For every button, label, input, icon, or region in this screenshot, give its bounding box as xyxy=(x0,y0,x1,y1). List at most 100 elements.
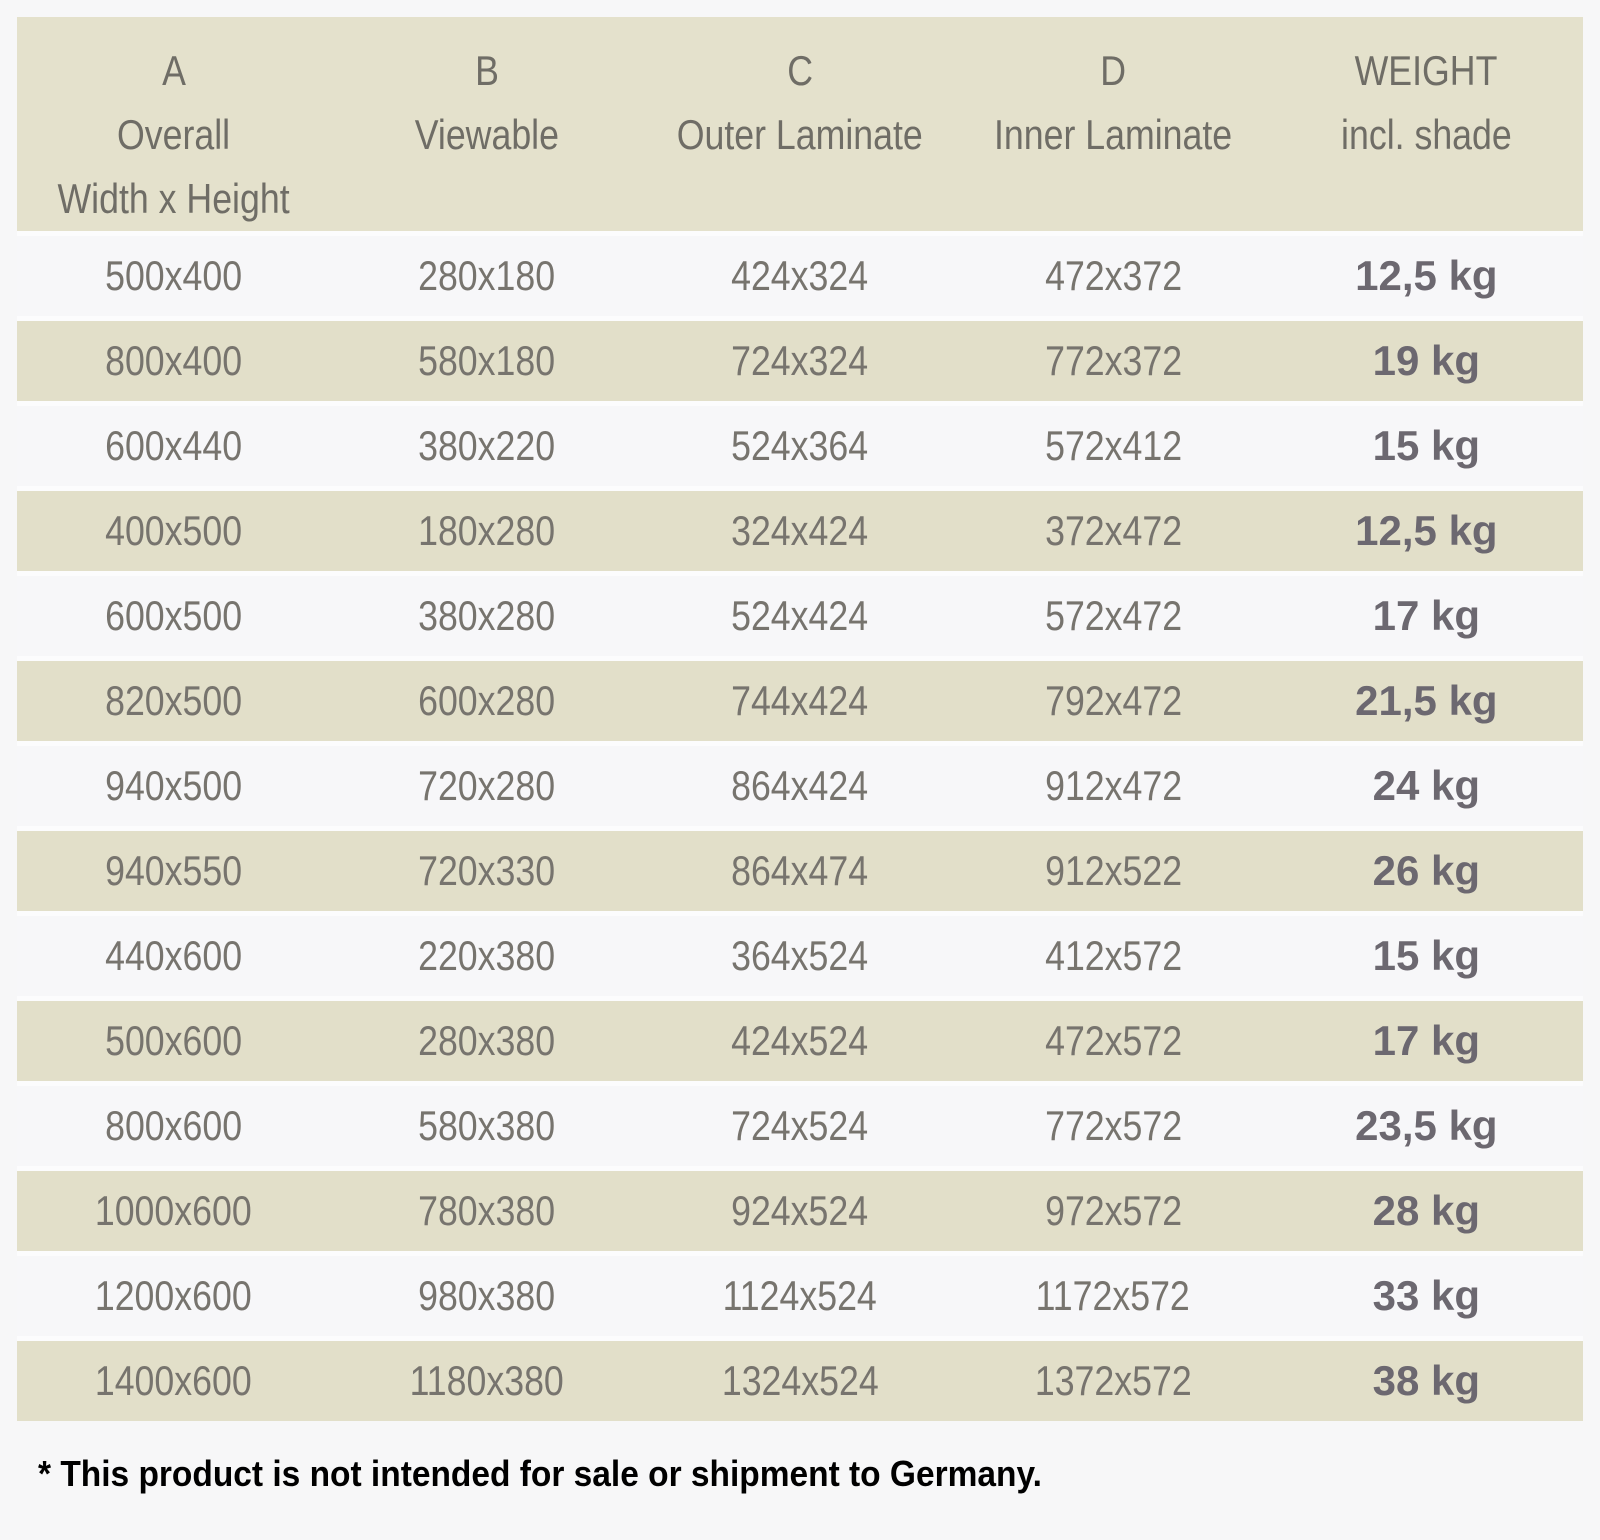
dimension-value: 440x600 xyxy=(105,932,243,979)
cell-overall: 1400x600 xyxy=(17,1336,331,1421)
dimension-value: 364x524 xyxy=(731,932,869,979)
dimension-value: 924x524 xyxy=(731,1187,869,1234)
cell-inner-laminate: 972x572 xyxy=(956,1166,1270,1251)
weight-value: 19 kg xyxy=(1372,337,1481,384)
cell-viewable: 380x220 xyxy=(330,401,644,486)
weight-value: 15 kg xyxy=(1372,932,1481,979)
col-sublabel: Width x Height xyxy=(57,175,290,222)
col-label: incl. shade xyxy=(1341,111,1512,158)
table-row: 1400x600 1180x380 1324x524 1372x572 38 kg xyxy=(17,1336,1583,1421)
table-body: 500x400 280x180 424x324 472x372 12,5 kg 800x4… xyxy=(17,231,1583,1421)
cell-overall: 820x500 xyxy=(17,656,331,741)
dimension-value: 424x324 xyxy=(731,252,869,299)
header-col-b-viewable: B Viewable xyxy=(330,17,644,231)
dimension-value: 820x500 xyxy=(105,677,243,724)
dimension-value: 380x280 xyxy=(418,592,556,639)
cell-viewable: 220x380 xyxy=(330,911,644,996)
cell-inner-laminate: 792x472 xyxy=(956,656,1270,741)
cell-inner-laminate: 772x372 xyxy=(956,316,1270,401)
cell-weight: 12,5 kg xyxy=(1269,231,1583,316)
dimension-value: 1172x572 xyxy=(1036,1272,1191,1319)
table-row: 440x600 220x380 364x524 412x572 15 kg xyxy=(17,911,1583,996)
cell-weight: 19 kg xyxy=(1269,316,1583,401)
dimension-value: 372x472 xyxy=(1044,507,1182,554)
cell-weight: 21,5 kg xyxy=(1269,656,1583,741)
col-letter: WEIGHT xyxy=(1354,47,1498,94)
cell-inner-laminate: 1172x572 xyxy=(956,1251,1270,1336)
cell-outer-laminate: 1324x524 xyxy=(643,1336,957,1421)
dimension-value: 1324x524 xyxy=(721,1357,879,1404)
dimension-value: 472x572 xyxy=(1044,1017,1182,1064)
dimension-value: 572x472 xyxy=(1044,592,1182,639)
dimension-value: 500x400 xyxy=(105,252,243,299)
cell-weight: 26 kg xyxy=(1269,826,1583,911)
dimension-value: 864x474 xyxy=(731,847,869,894)
weight-value: 12,5 kg xyxy=(1355,507,1498,554)
cell-weight: 28 kg xyxy=(1269,1166,1583,1251)
cell-weight: 12,5 kg xyxy=(1269,486,1583,571)
table-row: 940x550 720x330 864x474 912x522 26 kg xyxy=(17,826,1583,911)
cell-viewable: 280x180 xyxy=(330,231,644,316)
cell-weight: 17 kg xyxy=(1269,996,1583,1081)
cell-outer-laminate: 724x524 xyxy=(643,1081,957,1166)
weight-value: 12,5 kg xyxy=(1355,252,1498,299)
cell-weight: 24 kg xyxy=(1269,741,1583,826)
dimension-value: 1180x380 xyxy=(409,1357,564,1404)
cell-overall: 400x500 xyxy=(17,486,331,571)
weight-value: 33 kg xyxy=(1372,1272,1481,1319)
cell-outer-laminate: 864x424 xyxy=(643,741,957,826)
dimension-value: 744x424 xyxy=(731,677,869,724)
weight-value: 24 kg xyxy=(1372,762,1481,809)
cell-weight: 23,5 kg xyxy=(1269,1081,1583,1166)
dimension-value: 280x380 xyxy=(418,1017,556,1064)
dimension-value: 1000x600 xyxy=(95,1187,253,1234)
cell-outer-laminate: 1124x524 xyxy=(643,1251,957,1336)
weight-value: 17 kg xyxy=(1372,1017,1481,1064)
dimension-value: 524x364 xyxy=(731,422,869,469)
cell-outer-laminate: 524x364 xyxy=(643,401,957,486)
cell-overall: 800x400 xyxy=(17,316,331,401)
table-row: 600x440 380x220 524x364 572x412 15 kg xyxy=(17,401,1583,486)
dimension-value: 180x280 xyxy=(418,507,556,554)
cell-overall: 600x440 xyxy=(17,401,331,486)
dimension-value: 720x330 xyxy=(418,847,556,894)
cell-inner-laminate: 412x572 xyxy=(956,911,1270,996)
cell-inner-laminate: 912x472 xyxy=(956,741,1270,826)
table-header: A Overall Width x Height B Viewable C Ou… xyxy=(17,17,1583,231)
table-row: 800x600 580x380 724x524 772x572 23,5 kg xyxy=(17,1081,1583,1166)
cell-viewable: 580x380 xyxy=(330,1081,644,1166)
weight-value: 23,5 kg xyxy=(1355,1102,1498,1149)
cell-overall: 500x400 xyxy=(17,231,331,316)
dimension-value: 324x424 xyxy=(731,507,869,554)
weight-value: 26 kg xyxy=(1372,847,1481,894)
table-row: 800x400 580x180 724x324 772x372 19 kg xyxy=(17,316,1583,401)
weight-value: 15 kg xyxy=(1372,422,1481,469)
header-row: A Overall Width x Height B Viewable C Ou… xyxy=(17,17,1583,231)
cell-overall: 500x600 xyxy=(17,996,331,1081)
cell-outer-laminate: 924x524 xyxy=(643,1166,957,1251)
cell-weight: 15 kg xyxy=(1269,401,1583,486)
table-row: 940x500 720x280 864x424 912x472 24 kg xyxy=(17,741,1583,826)
cell-weight: 17 kg xyxy=(1269,571,1583,656)
header-col-c-outer-laminate: C Outer Laminate xyxy=(643,17,957,231)
size-spec-table: A Overall Width x Height B Viewable C Ou… xyxy=(17,17,1583,1421)
cell-inner-laminate: 472x572 xyxy=(956,996,1270,1081)
col-label: Inner Laminate xyxy=(994,111,1233,158)
cell-overall: 600x500 xyxy=(17,571,331,656)
cell-inner-laminate: 1372x572 xyxy=(956,1336,1270,1421)
dimension-value: 724x324 xyxy=(731,337,869,384)
col-label: Overall xyxy=(117,111,231,158)
cell-overall: 940x500 xyxy=(17,741,331,826)
cell-inner-laminate: 472x372 xyxy=(956,231,1270,316)
dimension-value: 524x424 xyxy=(731,592,869,639)
dimension-value: 580x180 xyxy=(418,337,556,384)
table-row: 500x400 280x180 424x324 472x372 12,5 kg xyxy=(17,231,1583,316)
cell-outer-laminate: 724x324 xyxy=(643,316,957,401)
cell-outer-laminate: 864x474 xyxy=(643,826,957,911)
cell-viewable: 720x330 xyxy=(330,826,644,911)
cell-outer-laminate: 364x524 xyxy=(643,911,957,996)
cell-viewable: 180x280 xyxy=(330,486,644,571)
dimension-value: 220x380 xyxy=(418,932,556,979)
cell-overall: 1000x600 xyxy=(17,1166,331,1251)
dimension-value: 772x572 xyxy=(1044,1102,1182,1149)
